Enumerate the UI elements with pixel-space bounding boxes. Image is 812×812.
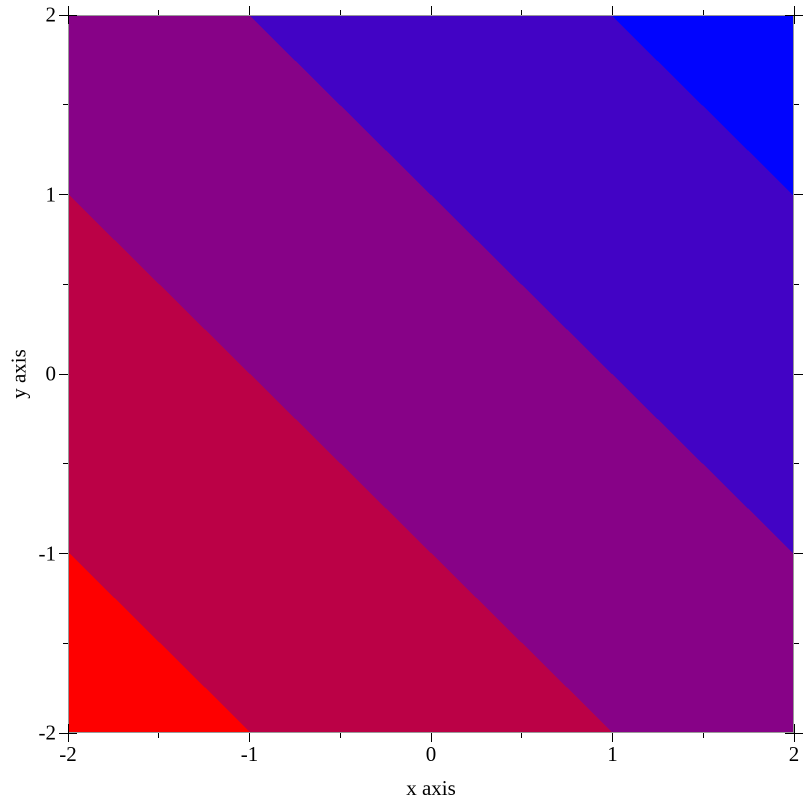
y-minor-tick-left [63,104,68,106]
corner-cross-tick [59,14,77,16]
y-major-tick-right [794,194,803,195]
x-tick-label: 0 [425,742,437,766]
x-major-tick-bottom [612,733,613,742]
x-minor-tick-top [521,10,523,15]
x-major-tick-bottom [430,733,432,742]
x-minor-tick-top [339,10,341,15]
x-major-tick-bottom [249,733,250,742]
y-minor-tick-right [794,642,799,644]
x-minor-tick-bottom [702,733,704,738]
corner-cross-tick [59,732,77,734]
y-major-tick-right [794,373,803,375]
y-major-tick-left [59,373,68,375]
x-tick-label: -2 [59,742,77,766]
y-minor-tick-left [63,463,68,465]
y-minor-tick-left [63,283,68,285]
x-tick-label: 1 [607,742,618,766]
x-major-tick-top [430,6,432,15]
corner-cross-tick [785,732,803,734]
x-tick-label: -1 [240,742,259,766]
x-tick-label: 2 [788,742,800,766]
y-tick-label: -2 [38,720,57,745]
y-major-tick-left [59,194,68,195]
x-axis-title: x axis [406,776,456,800]
x-minor-tick-bottom [339,733,341,738]
x-minor-tick-top [702,10,704,15]
y-tick-label: -1 [38,541,57,565]
y-tick-label: 2 [45,2,57,27]
y-major-tick-right [794,553,803,554]
y-tick-label: 1 [45,182,57,206]
y-minor-tick-right [794,463,799,465]
y-minor-tick-left [63,642,68,644]
y-major-tick-left [59,553,68,554]
y-tick-label: 0 [45,361,57,386]
y-minor-tick-right [794,104,799,106]
x-major-tick-top [249,6,250,15]
x-major-tick-top [612,6,613,15]
x-minor-tick-bottom [521,733,523,738]
y-minor-tick-right [794,283,799,285]
corner-cross-tick [785,14,803,16]
plot-area [68,15,794,733]
x-minor-tick-bottom [158,733,160,738]
x-minor-tick-top [158,10,160,15]
